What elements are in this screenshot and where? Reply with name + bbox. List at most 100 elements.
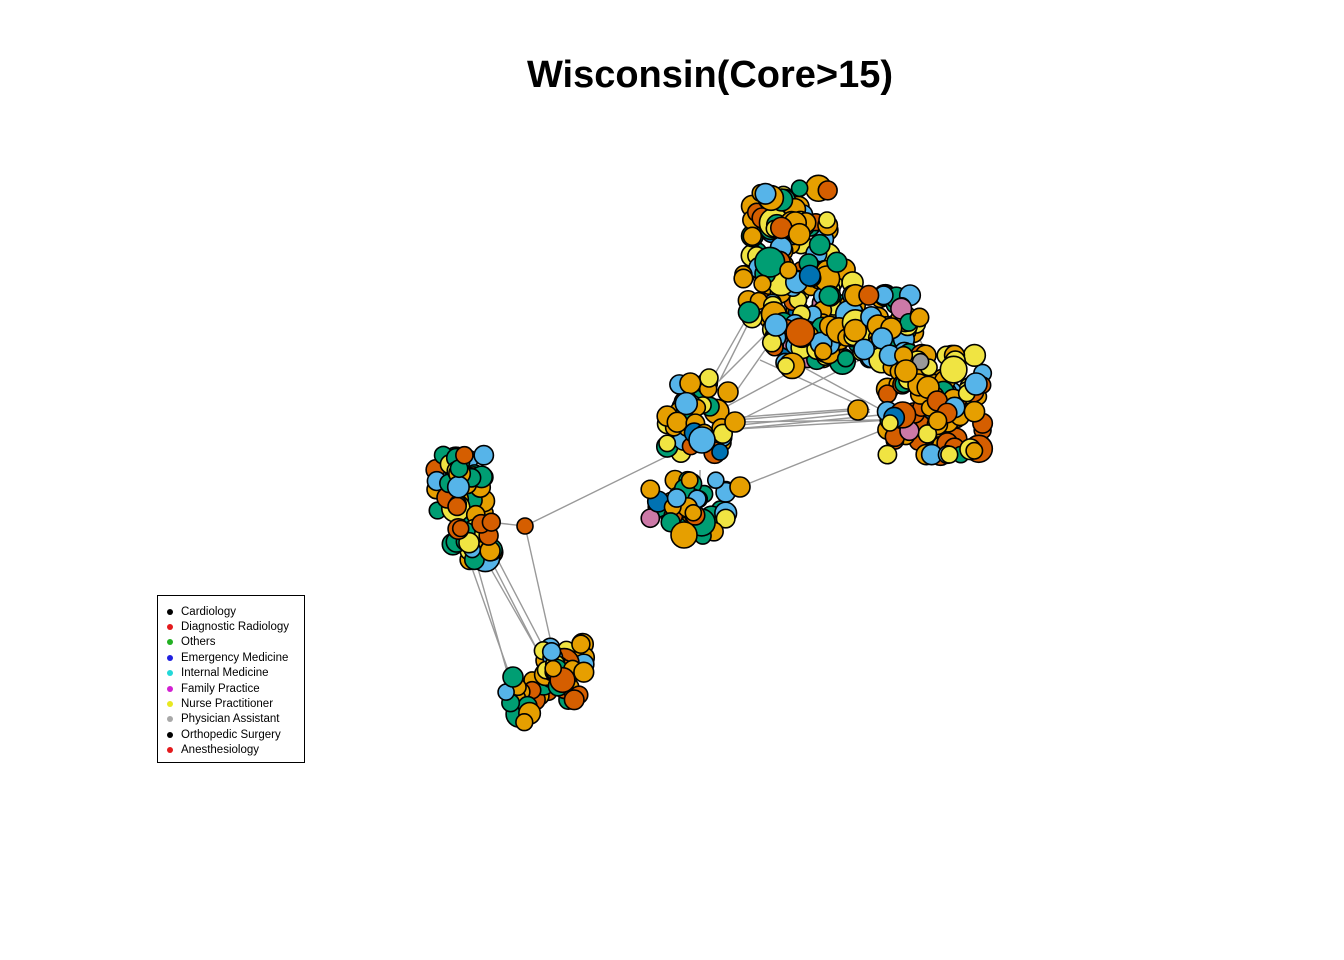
legend-item: Diagnostic Radiology <box>167 619 304 634</box>
legend-item: Anesthesiology <box>167 743 304 758</box>
graph-edge <box>524 444 691 527</box>
graph-node <box>776 356 795 375</box>
graph-node <box>798 264 822 287</box>
graph-edge <box>734 409 861 421</box>
graph-node <box>754 182 777 205</box>
graph-node <box>858 284 880 306</box>
graph-node <box>814 342 833 361</box>
legend-item: Orthopedic Surgery <box>167 727 304 742</box>
legend-item: Physician Assistant <box>167 712 304 727</box>
graph-node <box>808 233 831 256</box>
graph-node <box>563 689 585 711</box>
graph-node <box>679 372 702 395</box>
legend-item: Family Practice <box>167 681 304 696</box>
graph-edge <box>729 407 866 419</box>
graph-node <box>446 475 470 499</box>
legend-dot-icon <box>167 731 173 738</box>
legend-dot-icon <box>167 608 173 615</box>
graph-node <box>447 496 467 517</box>
legend-label: Others <box>181 636 216 649</box>
graph-node <box>515 713 534 732</box>
graph-node <box>881 414 899 432</box>
legend-label: Physician Assistant <box>181 713 280 726</box>
legend-dot-icon <box>167 639 173 646</box>
graph-node <box>666 488 687 508</box>
legend-item: Emergency Medicine <box>167 650 304 665</box>
graph-node <box>963 400 986 423</box>
legend-dot-icon <box>167 716 173 723</box>
graph-node <box>894 359 918 383</box>
graph-node <box>680 471 699 490</box>
graph-node <box>826 251 848 273</box>
graph-node <box>764 313 788 337</box>
graph-nodes <box>425 174 994 732</box>
graph-node <box>729 476 751 498</box>
graph-node <box>573 661 595 683</box>
graph-node <box>717 381 739 403</box>
legend-item: Cardiology <box>167 604 304 619</box>
graph-node <box>733 268 754 289</box>
legend-label: Emergency Medicine <box>181 651 289 664</box>
graph-node <box>877 444 898 465</box>
graph-node <box>927 411 948 431</box>
graph-node <box>737 301 761 324</box>
graph-node <box>481 512 501 532</box>
graph-node <box>836 349 855 368</box>
graph-edge <box>489 544 551 661</box>
graph-node <box>502 666 524 688</box>
graph-node <box>473 444 495 466</box>
legend-item: Others <box>167 635 304 650</box>
legend-item: Nurse Practitioner <box>167 696 304 711</box>
graph-node <box>909 307 930 328</box>
legend-dot-icon <box>167 624 173 631</box>
legend-label: Anesthesiology <box>181 744 259 757</box>
graph-node <box>818 211 836 229</box>
legend-dot-icon <box>167 670 173 677</box>
graph-node <box>964 372 988 396</box>
legend-dot-icon <box>167 685 173 692</box>
graph-node <box>699 368 719 388</box>
graph-node <box>640 479 661 500</box>
graph-node <box>785 317 816 348</box>
legend-label: Nurse Practitioner <box>181 698 274 711</box>
graph-node <box>455 445 474 465</box>
graph-node <box>516 517 534 535</box>
legend-item: Internal Medicine <box>167 666 304 681</box>
graph-edge <box>709 329 771 391</box>
legend-label: Orthopedic Surgery <box>181 728 281 741</box>
graph-node <box>779 261 798 280</box>
graph-node <box>451 519 470 538</box>
graph-node <box>843 318 868 343</box>
graph-node <box>571 634 591 654</box>
graph-node <box>753 274 772 293</box>
graph-edge <box>739 426 891 488</box>
legend-label: Internal Medicine <box>181 667 269 680</box>
graph-node <box>670 521 698 549</box>
graph-node <box>541 641 562 662</box>
page-title: Wisconsin(Core>15) <box>526 54 894 96</box>
legend-dot-icon <box>167 747 173 754</box>
legend: Cardiology Diagnostic Radiology Others Emer… <box>157 595 305 763</box>
graph-node <box>965 441 984 460</box>
graph-node <box>847 399 869 421</box>
legend-label: Family Practice <box>181 682 260 695</box>
graph-node <box>711 443 729 461</box>
graph-node <box>684 503 703 522</box>
graph-node <box>658 434 677 453</box>
graph-node <box>742 226 763 247</box>
graph-node <box>674 391 699 416</box>
graph-node <box>688 426 716 454</box>
legend-label: Cardiology <box>181 605 236 618</box>
graph-node <box>853 338 876 361</box>
graph-node <box>818 285 840 307</box>
graph-node <box>940 445 959 464</box>
legend-label: Diagnostic Radiology <box>181 621 290 634</box>
graph-node <box>724 411 746 433</box>
graph-node <box>706 471 725 490</box>
graph-node <box>666 411 688 433</box>
graph-node <box>788 222 811 246</box>
graph-node <box>715 508 736 529</box>
graph-node <box>790 179 809 198</box>
graph-node <box>962 343 987 368</box>
